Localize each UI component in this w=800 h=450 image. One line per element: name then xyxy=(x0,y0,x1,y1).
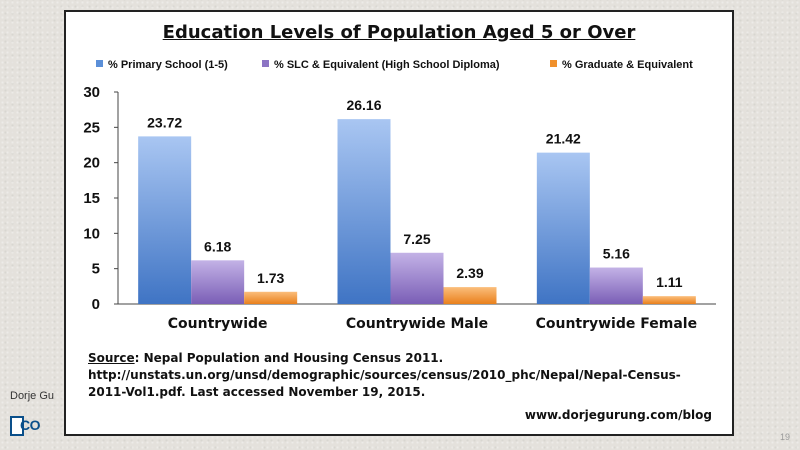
bar xyxy=(589,267,643,304)
bar xyxy=(642,296,696,304)
page-number: 19 xyxy=(779,432,790,442)
bar xyxy=(191,260,245,304)
logo-text: CO xyxy=(20,417,41,433)
bar xyxy=(337,119,391,304)
legend-swatch xyxy=(96,60,103,67)
bar xyxy=(138,136,192,304)
source-note: Source: Nepal Population and Housing Cen… xyxy=(88,350,718,401)
category-label: Countrywide Male xyxy=(346,316,488,332)
category-label: Countrywide Female xyxy=(536,316,698,332)
bar-chart: % Primary School (1-5) % SLC & Equivalent… xyxy=(83,59,716,332)
y-tick-label: 10 xyxy=(83,225,100,242)
y-tick-label: 20 xyxy=(83,155,100,172)
data-label: 1.11 xyxy=(656,274,683,290)
data-label: 6.18 xyxy=(204,238,231,254)
data-label: 5.16 xyxy=(603,246,630,262)
legend-swatch xyxy=(550,60,557,67)
source-text: : Nepal Population and Housing Census 20… xyxy=(88,351,681,399)
chart-panel: Education Levels of Population Aged 5 or… xyxy=(64,10,734,436)
legend-swatch xyxy=(262,60,269,67)
y-tick-label: 25 xyxy=(83,119,100,136)
logo-box xyxy=(10,416,24,436)
data-label: 21.42 xyxy=(546,131,581,147)
y-tick-label: 15 xyxy=(83,190,100,207)
bar xyxy=(536,152,590,304)
data-label: 2.39 xyxy=(456,265,483,281)
bar xyxy=(390,252,444,304)
data-label: 26.16 xyxy=(346,97,381,113)
data-label: 1.73 xyxy=(257,270,284,286)
y-tick-label: 5 xyxy=(92,261,100,278)
y-tick-label: 30 xyxy=(83,84,100,101)
data-label: 23.72 xyxy=(147,114,182,130)
chart-title: Education Levels of Population Aged 5 or… xyxy=(162,22,636,43)
source-label: Source xyxy=(88,351,135,365)
bar xyxy=(443,287,497,304)
slide-author: Dorje Gu xyxy=(10,390,55,402)
y-tick-label: 0 xyxy=(92,296,100,313)
legend-label: % Primary School (1-5) xyxy=(108,59,228,71)
legend-label: % Graduate & Equivalent xyxy=(562,59,693,71)
website-link[interactable]: www.dorjegurung.com/blog xyxy=(524,408,712,422)
data-label: 7.25 xyxy=(403,231,430,247)
legend-label: % SLC & Equivalent (High School Diploma) xyxy=(274,59,500,71)
category-label: Countrywide xyxy=(168,316,268,332)
bar xyxy=(244,291,298,304)
